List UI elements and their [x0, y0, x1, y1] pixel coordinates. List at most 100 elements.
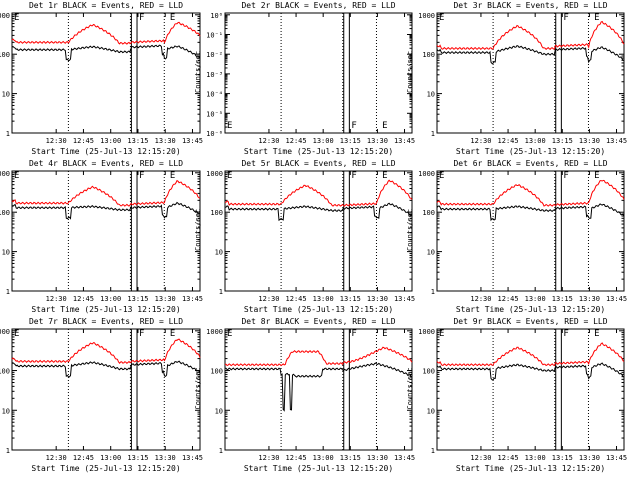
x-axis-label: Start Time (25-Jul-13 12:15:20): [456, 464, 605, 473]
y-tick-label: 10⁻²: [206, 51, 223, 59]
x-tick-label: 13:30: [579, 454, 600, 462]
y-tick-label: 10: [215, 407, 223, 415]
flag-label: E: [382, 171, 387, 181]
x-tick-label: 13:45: [182, 137, 203, 145]
flag-label: E: [14, 329, 19, 339]
events-series-line: [436, 203, 625, 222]
x-tick-label: 13:00: [525, 454, 546, 462]
y-tick-label: 10: [2, 249, 10, 257]
flag-label: E: [439, 13, 444, 23]
panel-title: Det 9r BLACK = Events, RED = LLD: [453, 317, 607, 326]
y-axis-label: Counts/sec: [194, 367, 202, 409]
x-tick-label: 12:30: [46, 295, 67, 303]
x-tick-label: 12:30: [470, 454, 491, 462]
y-tick-label: 1: [431, 447, 435, 455]
x-tick-label: 13:45: [606, 454, 627, 462]
lld-series-line: [11, 21, 201, 45]
flag-label: E: [14, 13, 19, 23]
y-tick-label: 10: [215, 249, 223, 257]
panel-title: Det 8r BLACK = Events, RED = LLD: [241, 317, 395, 326]
x-tick-label: 13:15: [340, 137, 361, 145]
y-axis-label: Counts/sec: [406, 367, 414, 409]
panel-title: Det 6r BLACK = Events, RED = LLD: [453, 159, 607, 168]
y-tick-label: 100: [210, 209, 223, 217]
y-tick-label: 100: [422, 368, 435, 376]
y-tick-label: 100: [0, 51, 10, 59]
plot-frame: [11, 170, 201, 292]
x-tick-label: 12:30: [470, 295, 491, 303]
plot-frame: [11, 328, 201, 451]
x-tick-label: 13:15: [340, 454, 361, 462]
x-tick-label: 12:45: [498, 454, 519, 462]
y-tick-label: 1000: [0, 12, 10, 20]
y-tick-label: 100: [0, 368, 10, 376]
flag-label: E: [594, 13, 599, 23]
y-tick-label: 10⁻⁵: [206, 110, 223, 118]
x-tick-label: 13:00: [313, 295, 334, 303]
x-tick-label: 13:15: [127, 137, 148, 145]
x-axis-label: Start Time (25-Jul-13 12:15:20): [456, 147, 605, 156]
panel-title: Det 5r BLACK = Events, RED = LLD: [241, 159, 395, 168]
x-tick-label: 13:15: [552, 137, 573, 145]
panel-1: Det 1r BLACK = Events, RED = LLD Counts/s…: [0, 1, 203, 156]
panel-2: Det 2r BLACK = Events, RED = LLD Counts/s…: [194, 1, 415, 156]
flag-label: F: [139, 171, 144, 181]
plot-frame: [11, 12, 201, 134]
y-tick-label: 10⁻³: [206, 71, 223, 79]
panel-title: Det 1r BLACK = Events, RED = LLD: [29, 1, 183, 10]
flag-label: E: [227, 121, 232, 131]
y-tick-label: 10: [427, 407, 435, 415]
flag-label: E: [382, 121, 387, 131]
x-tick-label: 13:15: [127, 454, 148, 462]
y-tick-label: 1000: [206, 328, 223, 336]
panel-title: Det 4r BLACK = Events, RED = LLD: [29, 159, 183, 168]
y-tick-label: 1000: [418, 170, 435, 178]
x-tick-label: 13:30: [579, 295, 600, 303]
x-tick-label: 13:00: [525, 137, 546, 145]
flag-label: F: [139, 329, 144, 339]
x-tick-label: 13:45: [606, 295, 627, 303]
x-tick-label: 13:00: [525, 295, 546, 303]
panel-3: Det 3r BLACK = Events, RED = LLD Counts/s…: [406, 1, 627, 156]
x-tick-label: 13:30: [579, 137, 600, 145]
y-tick-label: 1: [6, 447, 10, 455]
panel-5: Det 5r BLACK = Events, RED = LLD Counts/s…: [194, 159, 415, 314]
lld-series-line: [436, 179, 625, 207]
y-tick-label: 1000: [206, 170, 223, 178]
y-axis-label: Counts/sec: [406, 209, 414, 251]
x-tick-label: 12:45: [286, 295, 307, 303]
y-tick-label: 1: [431, 130, 435, 138]
events-series-line: [11, 44, 201, 62]
flag-label: E: [170, 329, 175, 339]
y-tick-label: 10⁻¹: [206, 32, 223, 40]
plot-frame: [436, 328, 625, 451]
x-tick-label: 13:45: [182, 454, 203, 462]
plot-frame: [224, 170, 413, 292]
y-tick-label: 10: [427, 249, 435, 257]
x-tick-label: 12:30: [258, 295, 279, 303]
lld-series-line: [224, 179, 413, 207]
x-tick-label: 12:30: [258, 454, 279, 462]
x-tick-label: 13:30: [155, 295, 176, 303]
panel-title: Det 3r BLACK = Events, RED = LLD: [453, 1, 607, 10]
x-tick-label: 12:45: [286, 454, 307, 462]
y-tick-label: 10⁻⁴: [206, 91, 223, 99]
x-tick-label: 13:00: [100, 137, 121, 145]
x-axis-label: Start Time (25-Jul-13 12:15:20): [31, 464, 180, 473]
plot-frame: [224, 328, 413, 451]
flag-label: F: [563, 13, 568, 23]
x-tick-label: 13:15: [340, 295, 361, 303]
x-axis-label: Start Time (25-Jul-13 12:15:20): [31, 305, 180, 314]
flag-label: F: [351, 329, 356, 339]
x-tick-label: 12:30: [46, 137, 67, 145]
x-tick-label: 13:45: [394, 137, 415, 145]
y-tick-label: 1: [6, 130, 10, 138]
events-series-line: [436, 362, 625, 381]
x-axis-label: Start Time (25-Jul-13 12:15:20): [244, 464, 393, 473]
x-tick-label: 12:45: [73, 137, 94, 145]
y-tick-label: 10⁰: [210, 12, 223, 20]
y-tick-label: 1: [219, 447, 223, 455]
x-tick-label: 13:15: [552, 295, 573, 303]
x-tick-label: 13:45: [182, 295, 203, 303]
